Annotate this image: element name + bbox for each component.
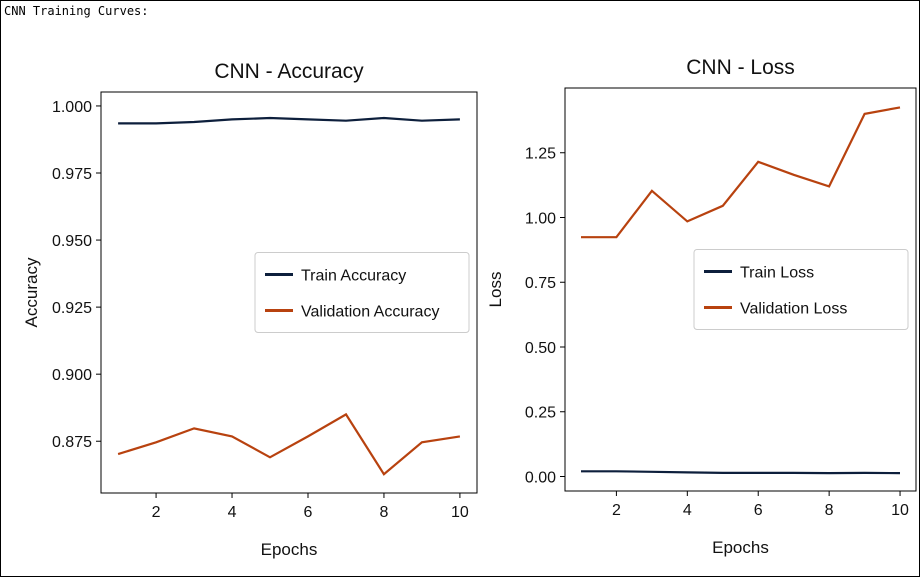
y-tick-label: 0.50 — [525, 340, 556, 357]
x-tick-label: 2 — [612, 502, 621, 519]
data-line — [118, 116, 460, 125]
y-tick-label: 0.975 — [52, 166, 92, 183]
x-tick-label: 10 — [891, 502, 909, 519]
legend-box — [254, 252, 470, 333]
y-tick-label: 0.00 — [525, 469, 556, 486]
legend-box — [693, 249, 909, 330]
y-tick-label: 1.00 — [525, 210, 556, 227]
chart-title: CNN - Accuracy — [214, 60, 364, 83]
data-line — [117, 412, 461, 476]
legend-label: Train Loss — [740, 265, 814, 282]
y-tick-label: 0.925 — [52, 300, 92, 317]
header: CNN Training Curves: — [4, 4, 149, 18]
y-tick-label: 0.75 — [525, 275, 556, 292]
y-tick-label: 0.950 — [52, 233, 92, 250]
y-tick-label: 0.25 — [525, 405, 556, 422]
axes-frame — [100, 91, 478, 494]
x-tick-label: 10 — [451, 504, 469, 521]
y-axis-label: Loss — [486, 272, 505, 308]
data-line — [581, 470, 901, 475]
legend-label: Train Accuracy — [301, 268, 406, 285]
x-tick-label: 2 — [152, 504, 161, 521]
x-tick-label: 4 — [228, 504, 237, 521]
y-tick-label: 1.000 — [52, 99, 92, 116]
x-tick-label: 6 — [304, 504, 313, 521]
x-tick-label: 4 — [683, 502, 692, 519]
x-tick-label: 8 — [825, 502, 834, 519]
x-axis-label: Epochs — [712, 538, 769, 557]
x-tick-label: 8 — [379, 504, 388, 521]
y-tick-label: 0.875 — [52, 434, 92, 451]
legend-label: Validation Loss — [740, 301, 847, 318]
x-tick-label: 6 — [754, 502, 763, 519]
x-axis-label: Epochs — [261, 540, 318, 559]
data-line — [581, 106, 901, 239]
legend-label: Validation Accuracy — [301, 304, 439, 321]
axes-frame — [564, 87, 917, 492]
y-axis-label: Accuracy — [22, 257, 41, 327]
chart-title: CNN - Loss — [686, 56, 795, 79]
y-tick-label: 0.900 — [52, 367, 92, 384]
y-tick-label: 1.25 — [525, 146, 556, 163]
